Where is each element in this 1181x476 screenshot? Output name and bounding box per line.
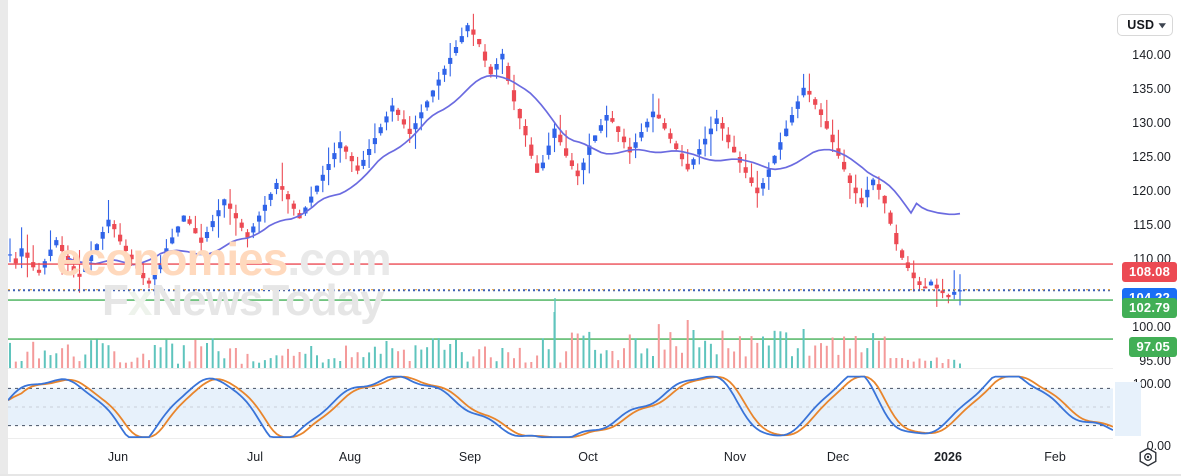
price-tick-label: 95.00 (1139, 354, 1171, 368)
price-marker-support[interactable]: 97.05 (1129, 337, 1177, 358)
currency-label: USD (1127, 18, 1155, 32)
volume-series (9, 312, 961, 368)
price-tick-label: 115.00 (1133, 218, 1171, 232)
time-tick-label: 2026 (934, 450, 962, 464)
price-tick-label: 130.00 (1132, 116, 1171, 130)
price-tick-label: 125.00 (1132, 150, 1171, 164)
time-tick-label: Jun (107, 450, 129, 464)
price-axis[interactable]: USD ▾ 140.00 135.00 130.00 125.00 120.00 115.… (1113, 8, 1181, 468)
oscillator-tick-label: 100.00 (1132, 377, 1171, 391)
time-tick-label: Nov (723, 450, 747, 464)
time-tick-label: Oct (578, 450, 598, 464)
time-tick-label: Sep (458, 450, 482, 464)
time-tick-label: Aug (338, 450, 362, 464)
stochastic-k-line (8, 375, 1113, 438)
currency-selector[interactable]: USD ▾ (1117, 14, 1173, 36)
window-left-edge (0, 0, 8, 476)
chart-canvas (8, 13, 1113, 438)
oscillator-tick-label: 0.00 (1146, 439, 1171, 453)
time-tick-label: Feb (1044, 450, 1066, 464)
time-tick-label: Jul (247, 450, 263, 464)
price-tick-label: 100.00 (1132, 320, 1171, 334)
candlestick-series (8, 13, 963, 307)
price-marker-support[interactable]: 102.79 (1122, 298, 1177, 319)
window-corner (0, 0, 8, 8)
chevron-down-icon: ▾ (1159, 19, 1167, 30)
panel-divider (8, 368, 1181, 369)
price-marker-resistance[interactable]: 108.08 (1122, 262, 1177, 283)
oscillator-range-box (1115, 382, 1141, 436)
time-axis-divider (8, 438, 1181, 439)
price-tick-label: 135.00 (1132, 82, 1171, 96)
settings-hex-icon[interactable] (1137, 446, 1159, 468)
time-tick-label: Dec (826, 450, 850, 464)
price-tick-label: 140.00 (1132, 48, 1171, 62)
window-bottom-edge (0, 474, 1181, 476)
moving-average-line (67, 74, 961, 266)
chart-plot-area[interactable] (8, 8, 1113, 468)
price-tick-label: 120.00 (1132, 184, 1171, 198)
